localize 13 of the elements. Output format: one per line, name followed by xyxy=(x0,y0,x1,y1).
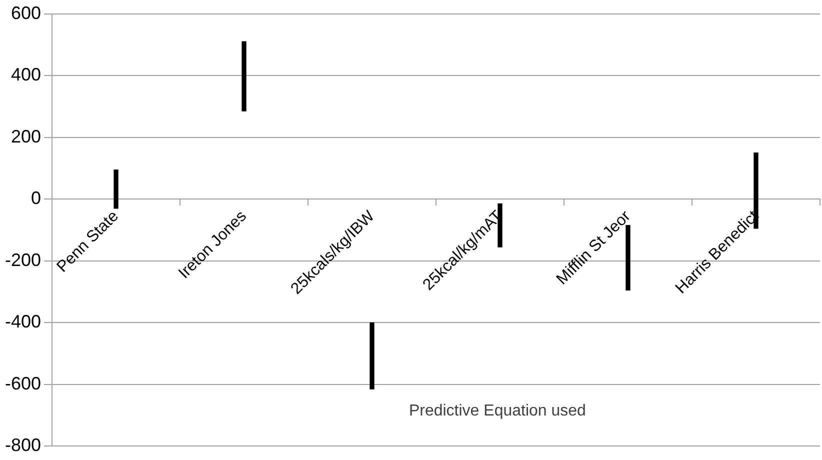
y-tick-label: 0 xyxy=(31,188,42,208)
bar xyxy=(114,169,118,209)
y-tick-label: -400 xyxy=(4,312,42,332)
y-tick-label: -200 xyxy=(4,250,42,270)
y-tick-label: 200 xyxy=(10,126,42,146)
bar xyxy=(242,41,246,112)
bar xyxy=(370,322,374,390)
y-tick-label: -800 xyxy=(4,435,42,456)
y-tick-label: 400 xyxy=(10,64,42,85)
bar xyxy=(498,203,502,248)
x-axis-title: Predictive Equation used xyxy=(408,402,586,420)
y-tick-label: 600 xyxy=(10,2,42,23)
y-tick-label: -600 xyxy=(4,373,42,394)
